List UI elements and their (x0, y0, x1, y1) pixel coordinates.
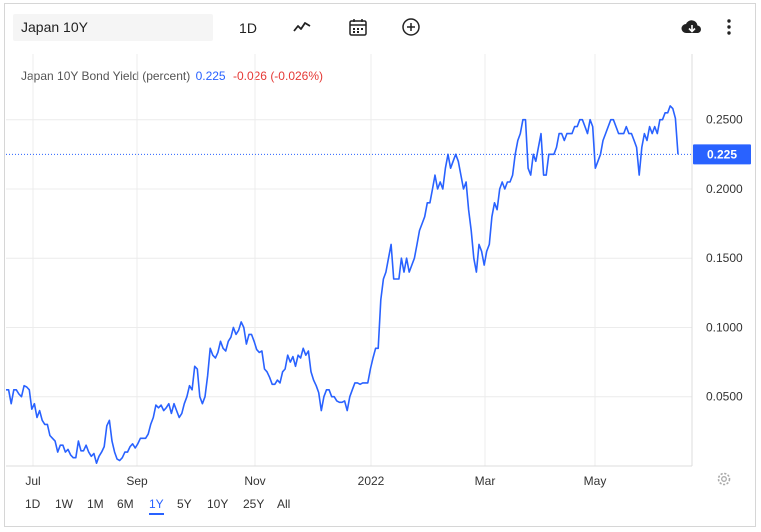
y-tick-label: 0.1000 (706, 320, 743, 334)
range-button-25y[interactable]: 25Y (243, 497, 265, 511)
range-button-1d[interactable]: 1D (25, 497, 41, 511)
calendar-icon[interactable] (345, 16, 371, 40)
x-tick-label: Nov (244, 474, 265, 488)
last-value-badge (693, 144, 751, 165)
legend-value: 0.225 (195, 69, 226, 83)
range-button-1y[interactable]: 1Y (149, 497, 164, 515)
cloud-download-icon[interactable] (679, 16, 705, 40)
line-chart-icon[interactable] (289, 16, 315, 40)
x-tick-label: Sep (126, 474, 148, 488)
y-tick-label: 0.2500 (706, 113, 743, 127)
y-tick-label: 0.0500 (706, 390, 743, 404)
x-tick-label: 2022 (358, 474, 385, 488)
y-tick-label: 0.1500 (706, 251, 743, 265)
last-value-label: 0.225 (707, 147, 737, 161)
interval-button[interactable]: 1D (239, 20, 257, 36)
range-button-10y[interactable]: 10Y (207, 497, 229, 511)
range-button-1m[interactable]: 1M (87, 497, 104, 511)
line-chart[interactable]: 0.0500 0.1000 0.1500 0.2000 0.2500 Jul Sep Nov 2… (5, 4, 755, 526)
add-circle-icon[interactable] (398, 16, 424, 40)
x-tick-label: May (584, 474, 607, 488)
y-tick-label: 0.2000 (706, 182, 743, 196)
range-button-5y[interactable]: 5Y (177, 497, 192, 511)
chart-toolbar: Japan 10Y 1D (5, 4, 755, 54)
symbol-search-input[interactable]: Japan 10Y (13, 14, 213, 41)
range-button-all[interactable]: All (277, 497, 291, 511)
legend-series-name: Japan 10Y Bond Yield (percent) (21, 69, 191, 83)
range-button-6m[interactable]: 6M (117, 497, 134, 511)
series-line (6, 105, 679, 465)
x-tick-label: Jul (25, 474, 40, 488)
range-button-1w[interactable]: 1W (55, 497, 73, 511)
more-vertical-icon[interactable] (719, 16, 739, 40)
x-tick-label: Mar (475, 474, 496, 488)
settings-icon[interactable] (715, 470, 733, 488)
chart-widget: Japan 10Y 1D Japan 10Y Bond Yield (perce… (4, 3, 756, 527)
